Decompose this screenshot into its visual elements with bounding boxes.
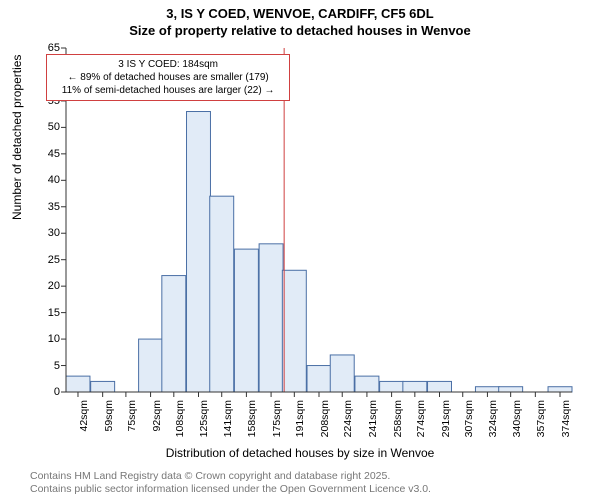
y-tick-label: 10 [38, 333, 60, 345]
y-tick-label: 15 [38, 307, 60, 319]
annotation-line1: 3 IS Y COED: 184sqm [53, 58, 283, 71]
y-tick-label: 25 [38, 254, 60, 266]
x-tick-label: 59sqm [103, 400, 115, 450]
x-tick-label: 108sqm [174, 400, 186, 450]
title-block: 3, IS Y COED, WENVOE, CARDIFF, CF5 6DL S… [0, 0, 600, 38]
footer-line1: Contains HM Land Registry data © Crown c… [30, 470, 431, 483]
x-tick-label: 224sqm [342, 400, 354, 450]
x-tick-label: 75sqm [126, 400, 138, 450]
footer-line2: Contains public sector information licen… [30, 483, 431, 496]
y-tick-label: 50 [38, 121, 60, 133]
x-tick-label: 92sqm [151, 400, 163, 450]
x-tick-label: 42sqm [78, 400, 90, 450]
y-tick-label: 65 [38, 42, 60, 54]
x-tick-label: 258sqm [392, 400, 404, 450]
x-tick-label: 274sqm [415, 400, 427, 450]
x-tick-label: 340sqm [511, 400, 523, 450]
title-subtitle: Size of property relative to detached ho… [0, 23, 600, 38]
y-tick-label: 20 [38, 280, 60, 292]
x-tick-label: 191sqm [294, 400, 306, 450]
x-tick-label: 175sqm [271, 400, 283, 450]
annotation-line2: ← 89% of detached houses are smaller (17… [53, 71, 283, 84]
annotation-box: 3 IS Y COED: 184sqm ← 89% of detached ho… [46, 54, 290, 101]
x-tick-label: 374sqm [560, 400, 572, 450]
x-tick-label: 324sqm [487, 400, 499, 450]
footer: Contains HM Land Registry data © Crown c… [30, 470, 431, 496]
x-tick-label: 241sqm [367, 400, 379, 450]
y-axis-label: Number of detached properties [10, 55, 24, 220]
y-tick-label: 0 [38, 386, 60, 398]
y-tick-label: 45 [38, 148, 60, 160]
y-tick-label: 40 [38, 174, 60, 186]
y-tick-label: 30 [38, 227, 60, 239]
chart-container: 3, IS Y COED, WENVOE, CARDIFF, CF5 6DL S… [0, 0, 600, 500]
x-tick-label: 357sqm [535, 400, 547, 450]
title-address: 3, IS Y COED, WENVOE, CARDIFF, CF5 6DL [0, 6, 600, 21]
x-axis-label: Distribution of detached houses by size … [0, 446, 600, 460]
x-tick-label: 291sqm [440, 400, 452, 450]
x-tick-label: 141sqm [222, 400, 234, 450]
x-tick-label: 208sqm [319, 400, 331, 450]
x-tick-label: 158sqm [246, 400, 258, 450]
y-tick-label: 5 [38, 360, 60, 372]
x-tick-label: 125sqm [198, 400, 210, 450]
x-tick-label: 307sqm [463, 400, 475, 450]
annotation-line3: 11% of semi-detached houses are larger (… [53, 84, 283, 97]
y-tick-label: 35 [38, 201, 60, 213]
